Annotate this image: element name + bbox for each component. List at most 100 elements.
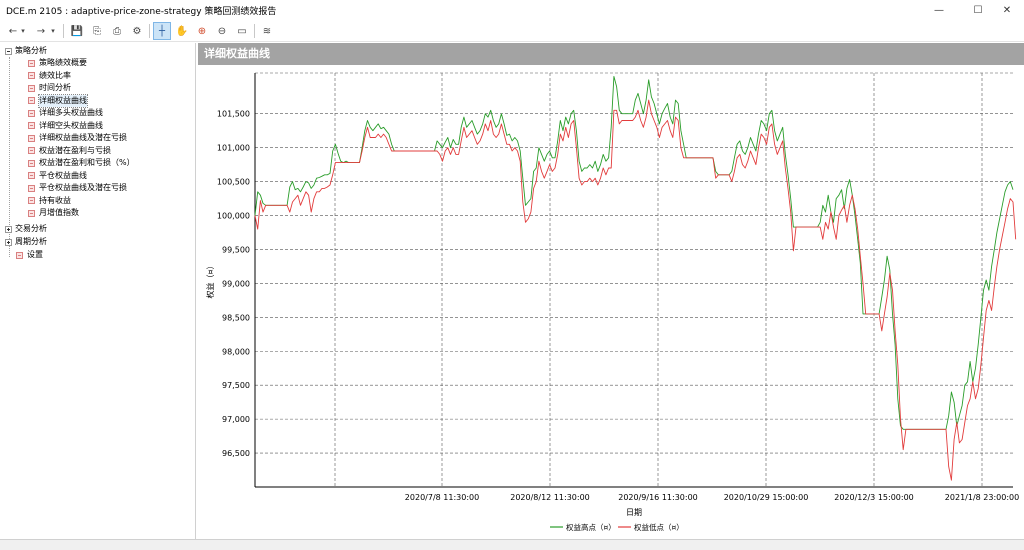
tree-item-label: 平仓权益曲线 [39, 170, 87, 180]
chart-area: 96,500 97,000 97,500 98,000 98,500 99,000 99,5… [198, 65, 1024, 539]
chart-icon [28, 122, 35, 129]
toolbar-separator [149, 24, 150, 38]
pan-hand-icon[interactable]: ✋ [175, 25, 189, 37]
y-tick-label: 101,500 [217, 110, 250, 119]
zoom-in-icon[interactable]: ⊕ [197, 25, 207, 37]
legend-label: 权益高点（¤） [566, 522, 616, 532]
tree-item-short-equity-curve[interactable]: 详细空头权益曲线 [28, 120, 103, 132]
chart-icon [28, 172, 35, 179]
y-tick-label: 97,000 [222, 415, 250, 424]
toolbar: ← ▾ → ▾ 💾 ⎘ ⎙ ⚙ ┼ ✋ ⊕ ⊖ ▭ ≋ [0, 20, 1024, 42]
series-line-equity-low [254, 99, 1017, 481]
minimize-button[interactable]: — [934, 4, 944, 16]
forward-dropdown-icon[interactable]: ▾ [51, 27, 55, 35]
tree-item-closed-equity-curve[interactable]: 平仓权益曲线 [28, 170, 87, 182]
maximize-button[interactable]: ☐ [973, 4, 983, 16]
tree-item-equity-curve-potential-loss[interactable]: 详细权益曲线及潜在亏损 [28, 132, 127, 144]
collapse-icon[interactable] [5, 47, 12, 55]
tree-item-label: 详细空头权益曲线 [39, 120, 103, 130]
report-icon [16, 251, 23, 259]
print-icon[interactable]: ⎙ [113, 25, 121, 37]
tree-item-performance-summary[interactable]: 策略绩效概要 [28, 57, 87, 69]
y-tick-label: 98,500 [222, 313, 250, 322]
y-tick-label: 100,000 [217, 212, 250, 221]
forward-arrow-icon[interactable]: → [36, 25, 46, 37]
tree-node-strategy-analysis[interactable]: 策略分析 [5, 45, 47, 57]
tree-node-label: 策略分析 [15, 46, 47, 55]
equity-chart[interactable]: 96,500 97,000 97,500 98,000 98,500 99,000 99,5… [198, 65, 1024, 539]
navigation-tree: 策略分析 策略绩效概要 绩效比率 时间分析 详细权益曲线 详细多头权益曲线 详细… [0, 43, 196, 539]
tree-item-label: 详细权益曲线 [38, 93, 88, 108]
chart-icon [28, 159, 35, 167]
y-tick-label: 99,000 [222, 279, 250, 288]
tree-item-holding-return[interactable]: 持有收益 [28, 195, 71, 207]
save-icon[interactable]: 💾 [70, 25, 84, 37]
fit-view-icon[interactable]: ▭ [237, 25, 247, 37]
close-button[interactable]: ✕ [1002, 4, 1012, 16]
tree-node-settings[interactable]: 设置 [16, 249, 43, 261]
toolbar-separator [254, 24, 255, 38]
toolbar-separator [63, 24, 64, 38]
tree-item-label: 持有收益 [39, 195, 71, 205]
x-axis-label: 日期 [626, 508, 642, 517]
y-tick-label: 96,500 [222, 449, 250, 458]
gear-icon[interactable]: ⚙ [132, 25, 142, 37]
y-tick-label: 100,500 [217, 178, 250, 187]
tree-item-label: 详细权益曲线及潜在亏损 [39, 133, 127, 142]
tree-node-label: 设置 [27, 250, 43, 259]
title-bar: DCE.m 2105 : adaptive-price-zone-strateg… [0, 0, 1024, 20]
tree-item-label: 月增值指数 [39, 208, 79, 217]
export-icon[interactable]: ⎘ [93, 25, 101, 37]
tree-node-period-analysis[interactable]: 周期分析 [5, 236, 47, 248]
tree-item-long-equity-curve[interactable]: 详细多头权益曲线 [28, 107, 103, 119]
chart-icon [28, 134, 35, 142]
chart-icon [28, 209, 35, 217]
status-bar [0, 539, 1024, 550]
x-tick-label: 2020/8/12 11:30:00 [510, 493, 590, 502]
y-tick-label: 97,500 [222, 381, 250, 390]
tree-item-label: 平仓权益曲线及潜在亏损 [39, 183, 127, 192]
x-tick-label: 2021/1/8 23:00:00 [945, 493, 1019, 502]
tree-item-performance-ratios[interactable]: 绩效比率 [28, 70, 71, 82]
series-line-equity-high [254, 75, 1014, 430]
tree-item-closed-equity-potential-loss[interactable]: 平仓权益曲线及潜在亏损 [28, 182, 127, 194]
chart-icon [28, 97, 35, 104]
tree-node-label: 交易分析 [15, 224, 47, 233]
tree-node-trade-analysis[interactable]: 交易分析 [5, 223, 47, 235]
x-tick-label: 2020/9/16 11:30:00 [618, 493, 698, 502]
crosshair-icon[interactable]: ┼ [153, 22, 171, 40]
window-title: DCE.m 2105 : adaptive-price-zone-strateg… [6, 7, 277, 17]
tree-item-label: 策略绩效概要 [39, 58, 87, 67]
chart-icon [28, 184, 35, 192]
tree-item-label: 时间分析 [39, 83, 71, 92]
back-dropdown-icon[interactable]: ▾ [21, 27, 25, 35]
y-axis-label: 权益（¤） [205, 261, 215, 298]
y-tick-label: 98,000 [222, 347, 250, 356]
back-arrow-icon[interactable]: ← [8, 25, 18, 37]
chart-style-icon[interactable]: ≋ [262, 25, 272, 37]
report-icon [28, 59, 35, 67]
x-tick-label: 2020/12/3 15:00:00 [834, 493, 914, 502]
legend-label: 权益低点（¤） [634, 522, 684, 532]
tree-item-monthly-value-index[interactable]: 月增值指数 [28, 207, 79, 219]
chart-icon [28, 109, 35, 117]
zoom-out-icon[interactable]: ⊖ [217, 25, 227, 37]
report-icon [28, 72, 35, 79]
tree-item-label: 权益潜在盈利和亏损（%） [39, 158, 135, 167]
y-tick-label: 101,000 [217, 144, 250, 153]
tree-item-detailed-equity-curve[interactable]: 详细权益曲线 [28, 93, 88, 108]
expand-icon[interactable] [5, 225, 12, 233]
expand-icon[interactable] [5, 238, 12, 246]
tree-item-label: 绩效比率 [39, 70, 71, 80]
report-icon [28, 84, 35, 92]
y-tick-label: 99,500 [222, 245, 250, 254]
tree-item-time-analysis[interactable]: 时间分析 [28, 82, 71, 94]
tree-item-label: 权益潜在盈利与亏损 [39, 145, 111, 155]
tree-node-label: 周期分析 [15, 237, 47, 246]
report-panel: 详细权益曲线 96,500 97,000 97,500 98,000 98,500 99,… [198, 43, 1024, 539]
tree-item-equity-potential-profit-loss[interactable]: 权益潜在盈利与亏损 [28, 145, 111, 157]
x-tick-label: 2020/10/29 15:00:00 [724, 493, 809, 502]
tree-connector-line [9, 57, 10, 257]
chart-icon [28, 147, 35, 154]
tree-item-equity-potential-profit-loss-pct[interactable]: 权益潜在盈利和亏损（%） [28, 157, 135, 169]
